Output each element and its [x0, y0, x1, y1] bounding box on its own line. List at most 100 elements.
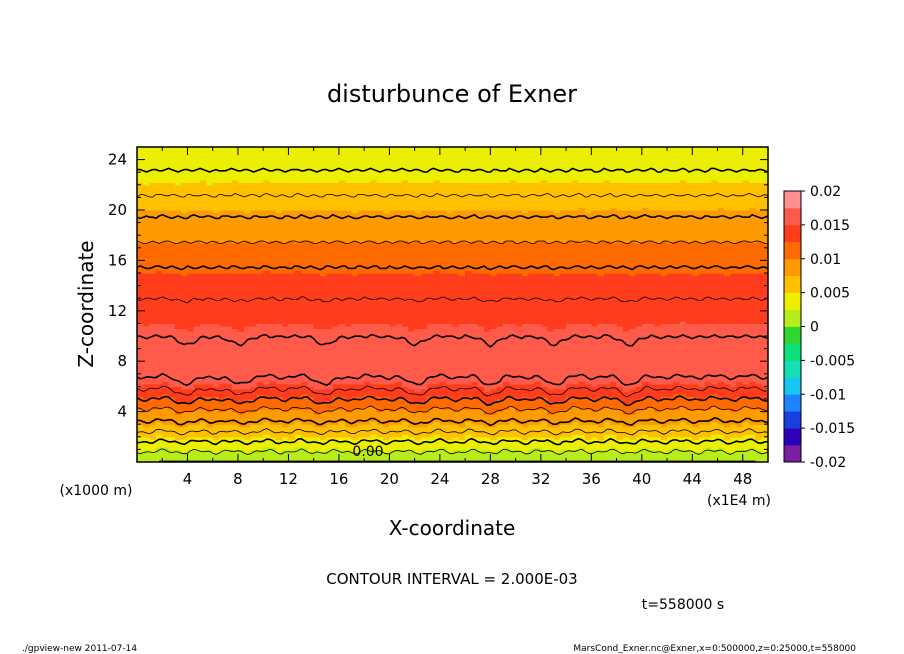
field-cell — [263, 439, 271, 443]
field-cell — [263, 242, 271, 246]
field-cell — [143, 260, 151, 264]
field-cell — [174, 320, 182, 324]
field-cell — [244, 406, 252, 410]
field-cell — [256, 298, 264, 302]
field-cell — [237, 182, 245, 186]
field-cell — [193, 333, 201, 337]
field-cell — [225, 179, 233, 183]
field-cell — [231, 308, 239, 312]
field-cell — [225, 154, 233, 158]
field-cell — [168, 404, 176, 408]
field-cell — [162, 441, 170, 445]
field-cell — [206, 429, 214, 433]
field-cell — [237, 456, 245, 461]
field-cell — [263, 278, 271, 282]
field-cell — [269, 446, 277, 450]
field-cell — [143, 404, 151, 408]
field-cell — [250, 353, 258, 357]
field-cell — [225, 275, 233, 279]
field-cell — [187, 361, 195, 365]
field-cell — [212, 376, 220, 380]
field-cell — [187, 152, 195, 156]
field-cell — [250, 419, 258, 423]
field-cell — [174, 346, 182, 350]
field-cell — [168, 199, 176, 204]
field-cell — [231, 333, 239, 337]
field-cell — [231, 230, 239, 234]
field-cell — [187, 373, 195, 377]
field-cell — [269, 424, 277, 428]
field-cell — [193, 194, 201, 198]
field-cell — [181, 255, 189, 259]
field-cell — [187, 348, 195, 352]
field-cell — [231, 353, 239, 357]
field-cell — [149, 220, 157, 224]
field-cell — [174, 235, 182, 239]
field-cell — [250, 245, 258, 249]
field-cell — [143, 152, 151, 156]
field-cell — [200, 444, 208, 448]
field-cell — [263, 366, 271, 370]
field-cell — [200, 348, 208, 352]
field-cell — [237, 174, 245, 178]
field-cell — [193, 242, 201, 246]
field-cell — [149, 456, 157, 461]
field-cell — [200, 358, 208, 362]
field-cell — [181, 184, 189, 188]
field-cell — [200, 217, 208, 221]
field-cell — [200, 172, 208, 176]
field-cell — [137, 159, 144, 163]
field-cell — [256, 383, 264, 387]
field-cell — [200, 230, 208, 234]
field-cell — [193, 257, 201, 261]
field-cell — [193, 373, 201, 377]
field-cell — [225, 320, 233, 324]
field-cell — [237, 406, 245, 410]
field-cell — [263, 187, 271, 191]
field-cell — [244, 288, 252, 292]
field-cell — [155, 454, 163, 458]
field-cell — [256, 252, 264, 256]
field-cell — [149, 361, 157, 365]
field-cell — [137, 416, 144, 420]
field-cell — [256, 348, 264, 352]
field-cell — [225, 288, 233, 292]
field-cell — [162, 421, 170, 425]
field-cell — [269, 416, 277, 420]
field-cell — [225, 456, 233, 461]
field-cell — [225, 250, 233, 254]
field-cell — [212, 255, 220, 259]
field-cell — [269, 444, 277, 448]
field-cell — [193, 225, 201, 229]
field-cell — [206, 217, 214, 221]
field-cell — [206, 157, 214, 161]
field-cell — [206, 164, 214, 168]
field-cell — [137, 441, 144, 445]
field-cell — [143, 187, 151, 191]
field-cell — [174, 315, 182, 319]
field-cell — [200, 356, 208, 360]
field-cell — [149, 187, 157, 191]
field-cell — [244, 192, 252, 196]
field-cell — [155, 247, 163, 251]
field-cell — [225, 245, 233, 249]
field-cell — [231, 361, 239, 365]
field-cell — [256, 441, 264, 445]
field-cell — [212, 262, 220, 267]
field-cell — [155, 429, 163, 433]
field-cell — [193, 310, 201, 314]
field-cell — [149, 393, 157, 398]
field-cell — [263, 273, 271, 277]
field-cell — [263, 262, 271, 267]
field-cell — [187, 293, 195, 297]
field-cell — [200, 167, 208, 171]
field-cell — [225, 270, 233, 274]
field-cell — [162, 328, 170, 332]
field-cell — [174, 368, 182, 372]
field-cell — [200, 283, 208, 287]
field-cell — [155, 325, 163, 330]
field-cell — [174, 189, 182, 193]
field-cell — [256, 157, 264, 161]
field-cell — [143, 419, 151, 423]
